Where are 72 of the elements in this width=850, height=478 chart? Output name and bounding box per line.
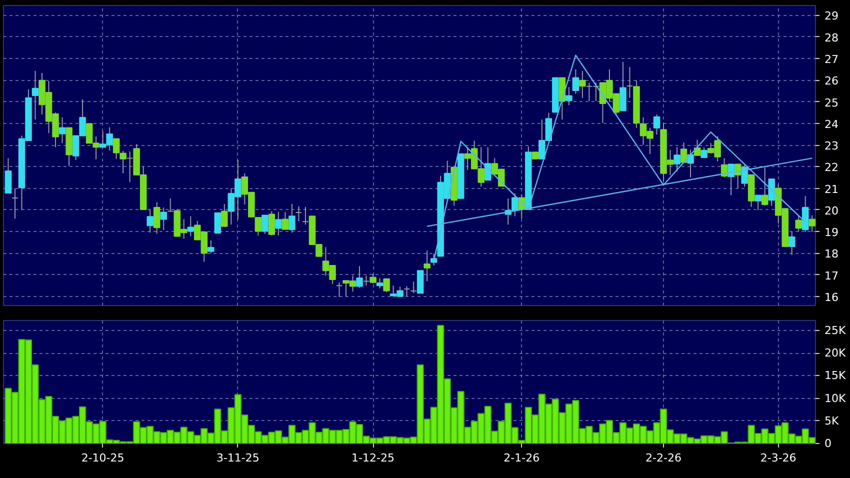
y-tick-label: 0 [824,437,832,450]
y-tick-label: 16 [824,290,838,304]
candlestick [416,270,424,294]
x-tick-label: 2-10-25 [81,452,124,464]
candlestick [187,216,194,237]
y-tick-label: 17 [824,269,838,282]
candlestick [687,149,694,178]
y-tick-label: 27 [824,52,838,66]
y-tick-label: 20K [824,346,846,360]
candlestick [700,146,708,158]
candlestick [268,210,276,236]
y-tick-label: 5K [824,414,840,428]
candlestick [4,158,12,194]
x-tick-label: 2-2-26 [646,452,682,464]
candlestick [146,208,154,234]
candlestick [694,139,701,156]
candlestick [403,286,410,297]
y-tick-label: 28 [824,31,838,44]
candlestick [166,198,174,212]
candlestick [795,214,802,232]
y-tick-label: 10K [824,392,846,405]
candlestick [788,231,796,256]
y-tick-label: 19 [824,226,838,240]
y-tick-label: 25 [824,96,838,110]
candlestick [221,204,228,227]
x-tick-label: 3-11-25 [216,452,260,464]
candlestick [214,212,222,234]
y-tick-label: 26 [824,74,838,88]
candlestick [808,214,816,232]
candlestick [410,281,417,294]
x-tick-label: 2-1-26 [504,452,540,464]
candlestick [383,278,390,293]
candlestick [572,68,580,94]
candlestick [802,196,809,232]
candlestick [362,275,370,286]
candlestick [153,202,160,234]
candlestick [741,164,748,188]
y-tick-label: 18 [824,248,838,261]
candlestick [424,250,430,282]
candlestick [275,211,282,236]
candlestick [302,206,309,226]
candlestick [674,146,680,172]
candlestick [282,211,289,230]
candlestick [288,203,296,234]
x-tick-label: 2-3-26 [760,452,796,464]
candlestick [653,114,660,136]
candlestick [620,61,626,112]
candlestick [626,66,634,98]
candlestick [336,282,343,298]
y-tick-label: 24 [824,118,838,131]
y-tick-label: 20 [824,204,838,218]
candlestick [160,207,167,231]
candlestick [208,240,214,254]
y-tick-label: 21 [824,182,838,196]
y-tick-label: 15K [824,369,846,382]
candlestick [32,70,39,120]
y-tick-label: 25K [824,324,846,337]
candlestick [728,163,734,196]
y-tick-label: 29 [824,10,838,23]
candlestick [12,188,18,220]
candlestick [754,194,762,211]
candlestick [761,166,768,206]
candlestick [126,151,134,182]
y-tick-label: 22 [824,161,838,174]
x-tick-label: 1-12-25 [352,452,394,464]
candlestick [262,214,268,234]
candlestick [376,278,384,289]
candlestick [680,142,688,163]
candlestick [58,116,66,144]
candlestick [295,206,302,222]
candlestick [566,86,572,106]
y-tick-label: 23 [824,140,838,153]
